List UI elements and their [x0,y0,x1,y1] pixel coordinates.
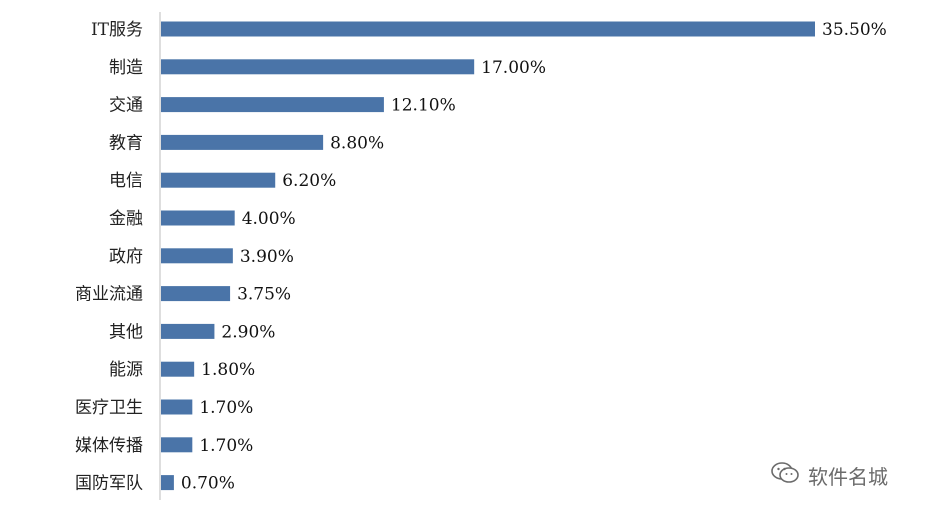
category-label: 金融 [109,209,143,229]
value-label: 3.90% [240,247,294,267]
bar-1 [161,21,815,37]
value-label: 1.80% [201,360,255,380]
value-label: 1.70% [199,436,253,456]
value-labels: 35.50% 17.00% 12.10% 8.80% 6.20% 4.00% 3.90% 3.… [181,20,887,494]
value-label: 0.70% [181,474,235,494]
value-label: 12.10% [391,96,456,116]
value-label: 1.70% [199,398,253,418]
category-label: 交通 [109,96,143,116]
value-label: 3.75% [237,285,291,305]
bar-8 [161,286,231,302]
bar-13 [161,475,174,491]
value-label: 8.80% [330,133,384,153]
category-label: 医疗卫生 [75,398,143,418]
bar-3 [161,97,384,113]
category-label: 教育 [109,133,143,153]
bar-2 [161,59,475,75]
value-label: 17.00% [481,58,546,78]
category-label: 能源 [109,360,143,380]
category-label: 媒体传播 [75,436,143,456]
value-label: 2.90% [221,322,275,342]
category-label: 制造 [109,58,143,78]
watermark-text: 软件名城 [808,465,888,489]
category-label: 其他 [109,322,143,342]
category-label: IT服务 [91,20,143,40]
bar-4 [161,134,324,150]
bars-layer [161,21,815,491]
value-label: 4.00% [242,209,296,229]
category-label: 国防军队 [75,474,143,494]
watermark: 软件名城 [770,460,888,491]
bar-10 [161,361,195,377]
bar-9 [161,323,215,339]
value-label: 6.20% [282,171,336,191]
bar-7 [161,248,233,264]
category-label: 政府 [109,247,143,267]
category-label: 电信 [109,171,143,191]
bar-12 [161,437,193,453]
value-label: 35.50% [822,20,887,40]
bar-6 [161,210,235,226]
bar-5 [161,172,276,188]
bar-11 [161,399,193,415]
category-label: 商业流通 [75,285,143,305]
wechat-icon [770,460,800,491]
